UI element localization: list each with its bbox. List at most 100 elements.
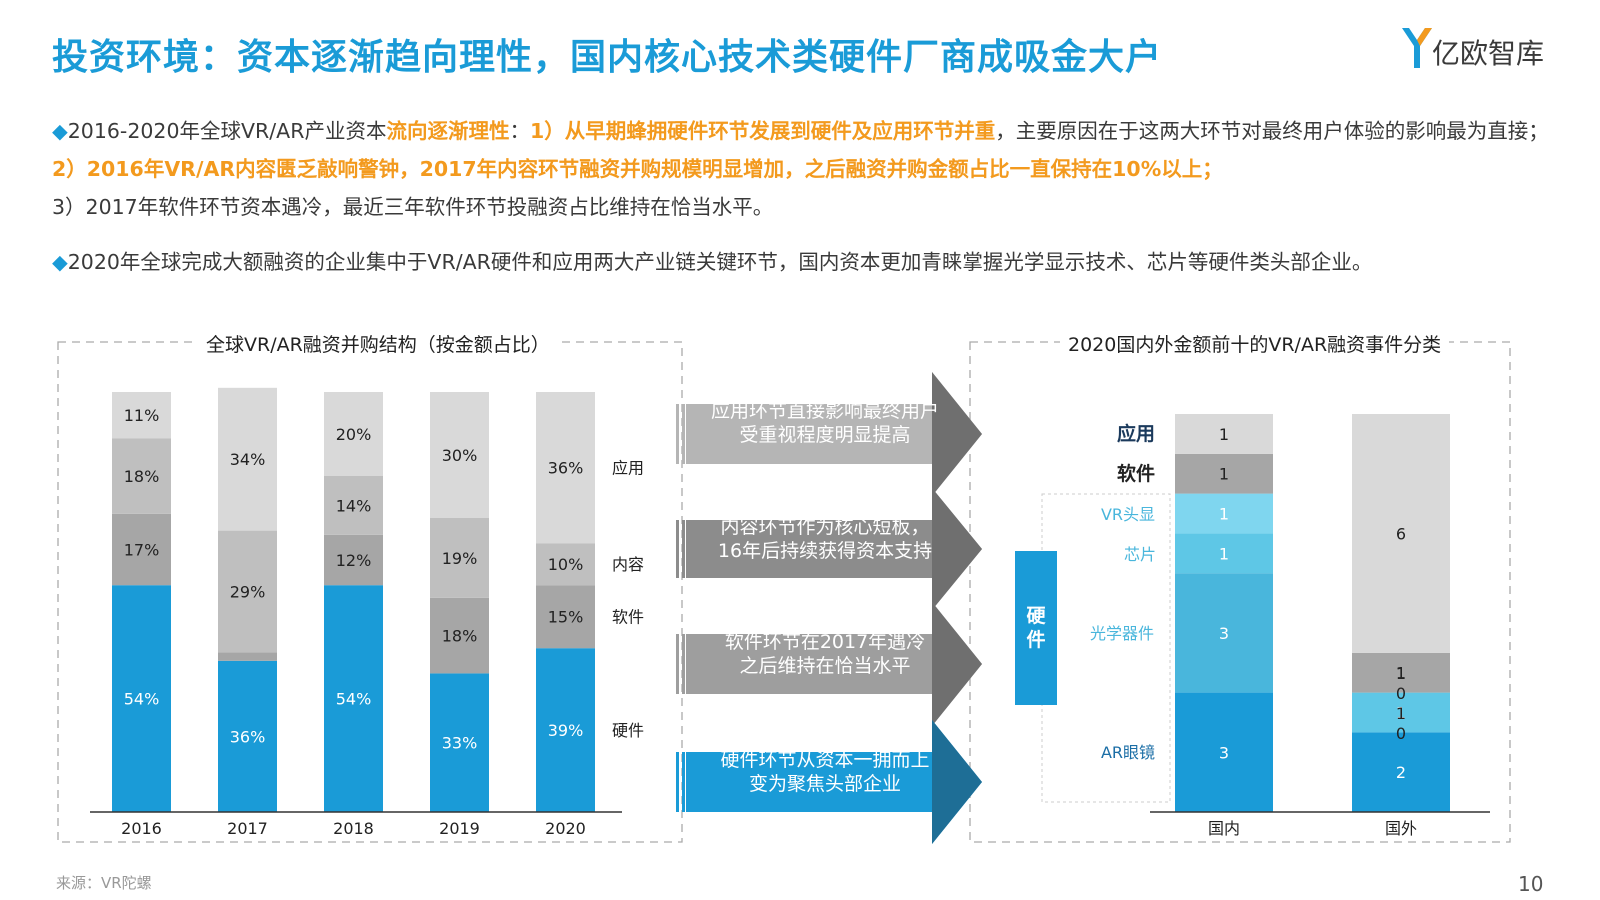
bar-segment-应用 xyxy=(1175,414,1273,454)
legend-label-AR眼镜: AR眼镜 xyxy=(1101,743,1155,762)
bar-segment-内容 xyxy=(430,518,489,598)
data-label: 1 xyxy=(1396,704,1406,723)
x-tick-label: 2018 xyxy=(333,819,374,838)
data-label: 2 xyxy=(1396,763,1406,782)
arrow-shape-icon xyxy=(676,488,982,610)
data-label: 3 xyxy=(1219,624,1229,643)
legend-label-软件: 软件 xyxy=(612,608,644,627)
arrow-stripe xyxy=(676,404,679,464)
bar-segment-软件 xyxy=(112,513,171,586)
data-label: 36% xyxy=(548,459,584,478)
arrow-text-app: 应用环节直接影响最终用户 受重视程度明显提高 xyxy=(710,400,939,446)
legend-label-芯片: 芯片 xyxy=(1124,545,1156,564)
x-tick-label: 2020 xyxy=(545,819,586,838)
data-label: 11% xyxy=(124,406,160,425)
brand-name: 亿欧智库 xyxy=(1432,37,1545,70)
arrow-text-software: 软件环节在2017年遇冷 之后维持在恰当水平 xyxy=(724,631,926,677)
data-label: 36% xyxy=(230,727,266,746)
source-note: 来源：VR陀螺 xyxy=(56,874,152,892)
arrow-body xyxy=(686,602,982,726)
arrow-tip xyxy=(932,720,982,844)
bar-segment-内容 xyxy=(536,543,595,586)
arrow-stripe xyxy=(676,520,679,578)
bar-segment-硬件 xyxy=(218,660,277,812)
bar-segment-硬件 xyxy=(324,585,383,812)
data-label: 15% xyxy=(548,608,584,627)
data-label: 54% xyxy=(336,690,372,709)
legend-label-应用: 应用 xyxy=(1117,422,1155,445)
data-label: 30% xyxy=(442,446,478,465)
data-label: 20% xyxy=(336,425,372,444)
page-number: 10 xyxy=(1518,872,1544,896)
legend-label-光学器件: 光学器件 xyxy=(1090,624,1154,643)
bar-segment-软件 xyxy=(218,652,277,661)
hardware-group-frame xyxy=(1041,493,1171,803)
intro-paragraph-1: ◆2016-2020年全球VR/AR产业资本流向逐渐理性：1）从早期蜂拥硬件环节… xyxy=(52,119,1549,219)
bar-segment-应用 xyxy=(112,392,171,439)
data-label: 14% xyxy=(336,496,372,515)
bar-segment-硬件 xyxy=(430,673,489,812)
arrow-shape-icon xyxy=(676,720,982,844)
hardware-group-label: 件 xyxy=(1026,628,1045,651)
bar-segment-应用 xyxy=(430,392,489,518)
data-label: 6 xyxy=(1396,524,1406,543)
data-label: 12% xyxy=(336,551,372,570)
x-tick-label: 国外 xyxy=(1385,819,1417,838)
page-title: 投资环境：资本逐渐趋向理性，国内核心技术类硬件厂商成吸金大户 xyxy=(52,37,1163,78)
bar-segment-AR眼镜 xyxy=(1175,692,1273,812)
bar-segment-内容 xyxy=(218,530,277,653)
arrow-tip xyxy=(932,488,982,610)
right-chart-title: 2020国内外金额前十的VR/AR融资事件分类 xyxy=(1060,330,1450,357)
bar-segment-AR眼镜 xyxy=(1352,732,1450,812)
stacked-zero-label: 0 xyxy=(1396,724,1406,743)
data-label: 33% xyxy=(442,734,478,753)
bar-segment-软件 xyxy=(430,597,489,674)
bar-segment-硬件 xyxy=(536,648,595,812)
data-label: 1 xyxy=(1396,664,1406,683)
data-label: 3 xyxy=(1219,743,1229,762)
arrow-stripe xyxy=(676,752,679,812)
stacked-zero-label: 1 xyxy=(1396,704,1406,723)
bar-segment-芯片 xyxy=(1352,692,1450,733)
data-label: 10% xyxy=(548,555,584,574)
stacked-zero-label: 0 xyxy=(1396,684,1406,703)
x-tick-label: 2017 xyxy=(227,819,268,838)
arrow-stripe xyxy=(676,634,679,694)
x-tick-label: 国内 xyxy=(1208,819,1240,838)
x-tick-label: 2019 xyxy=(439,819,480,838)
data-label: 34% xyxy=(230,450,266,469)
arrow-stripe xyxy=(682,752,685,812)
legend-label-VR头显: VR头显 xyxy=(1101,505,1155,524)
data-label: 19% xyxy=(442,549,478,568)
arrow-stripe xyxy=(682,404,685,464)
bar-segment-芯片 xyxy=(1175,533,1273,574)
bullet-diamond-icon: ◆ xyxy=(52,119,68,143)
data-label: 18% xyxy=(124,467,160,486)
arrow-stripe xyxy=(682,520,685,578)
arrow-text-content: 内容环节作为核心短板， 16年后持续获得资本支持 xyxy=(717,516,933,562)
data-label: 17% xyxy=(124,541,160,560)
arrow-stripe xyxy=(682,634,685,694)
hardware-group-badge xyxy=(1015,551,1057,705)
bullet-diamond-icon: ◆ xyxy=(52,250,68,274)
stacked-zero-label: 1 xyxy=(1396,664,1406,683)
x-tick-label: 2016 xyxy=(121,819,162,838)
bar-segment-软件 xyxy=(1352,652,1450,693)
arrow-body xyxy=(686,720,982,844)
bar-segment-应用 xyxy=(324,392,383,476)
bar-segment-软件 xyxy=(324,534,383,586)
bar-segment-硬件 xyxy=(112,585,171,812)
arrow-shape-icon xyxy=(676,602,982,726)
arrow-body xyxy=(686,372,982,496)
bar-segment-应用 xyxy=(536,392,595,544)
hardware-group-label: 硬 xyxy=(1026,605,1046,627)
arrow-shape-icon xyxy=(676,372,982,496)
bar-segment-内容 xyxy=(324,476,383,535)
arrow-tip xyxy=(932,602,982,726)
data-label: 1 xyxy=(1219,544,1229,563)
bar-segment-软件 xyxy=(536,585,595,649)
data-label: 1 xyxy=(1219,425,1229,444)
bar-segment-光学器件 xyxy=(1175,573,1273,693)
data-label: 54% xyxy=(124,690,160,709)
